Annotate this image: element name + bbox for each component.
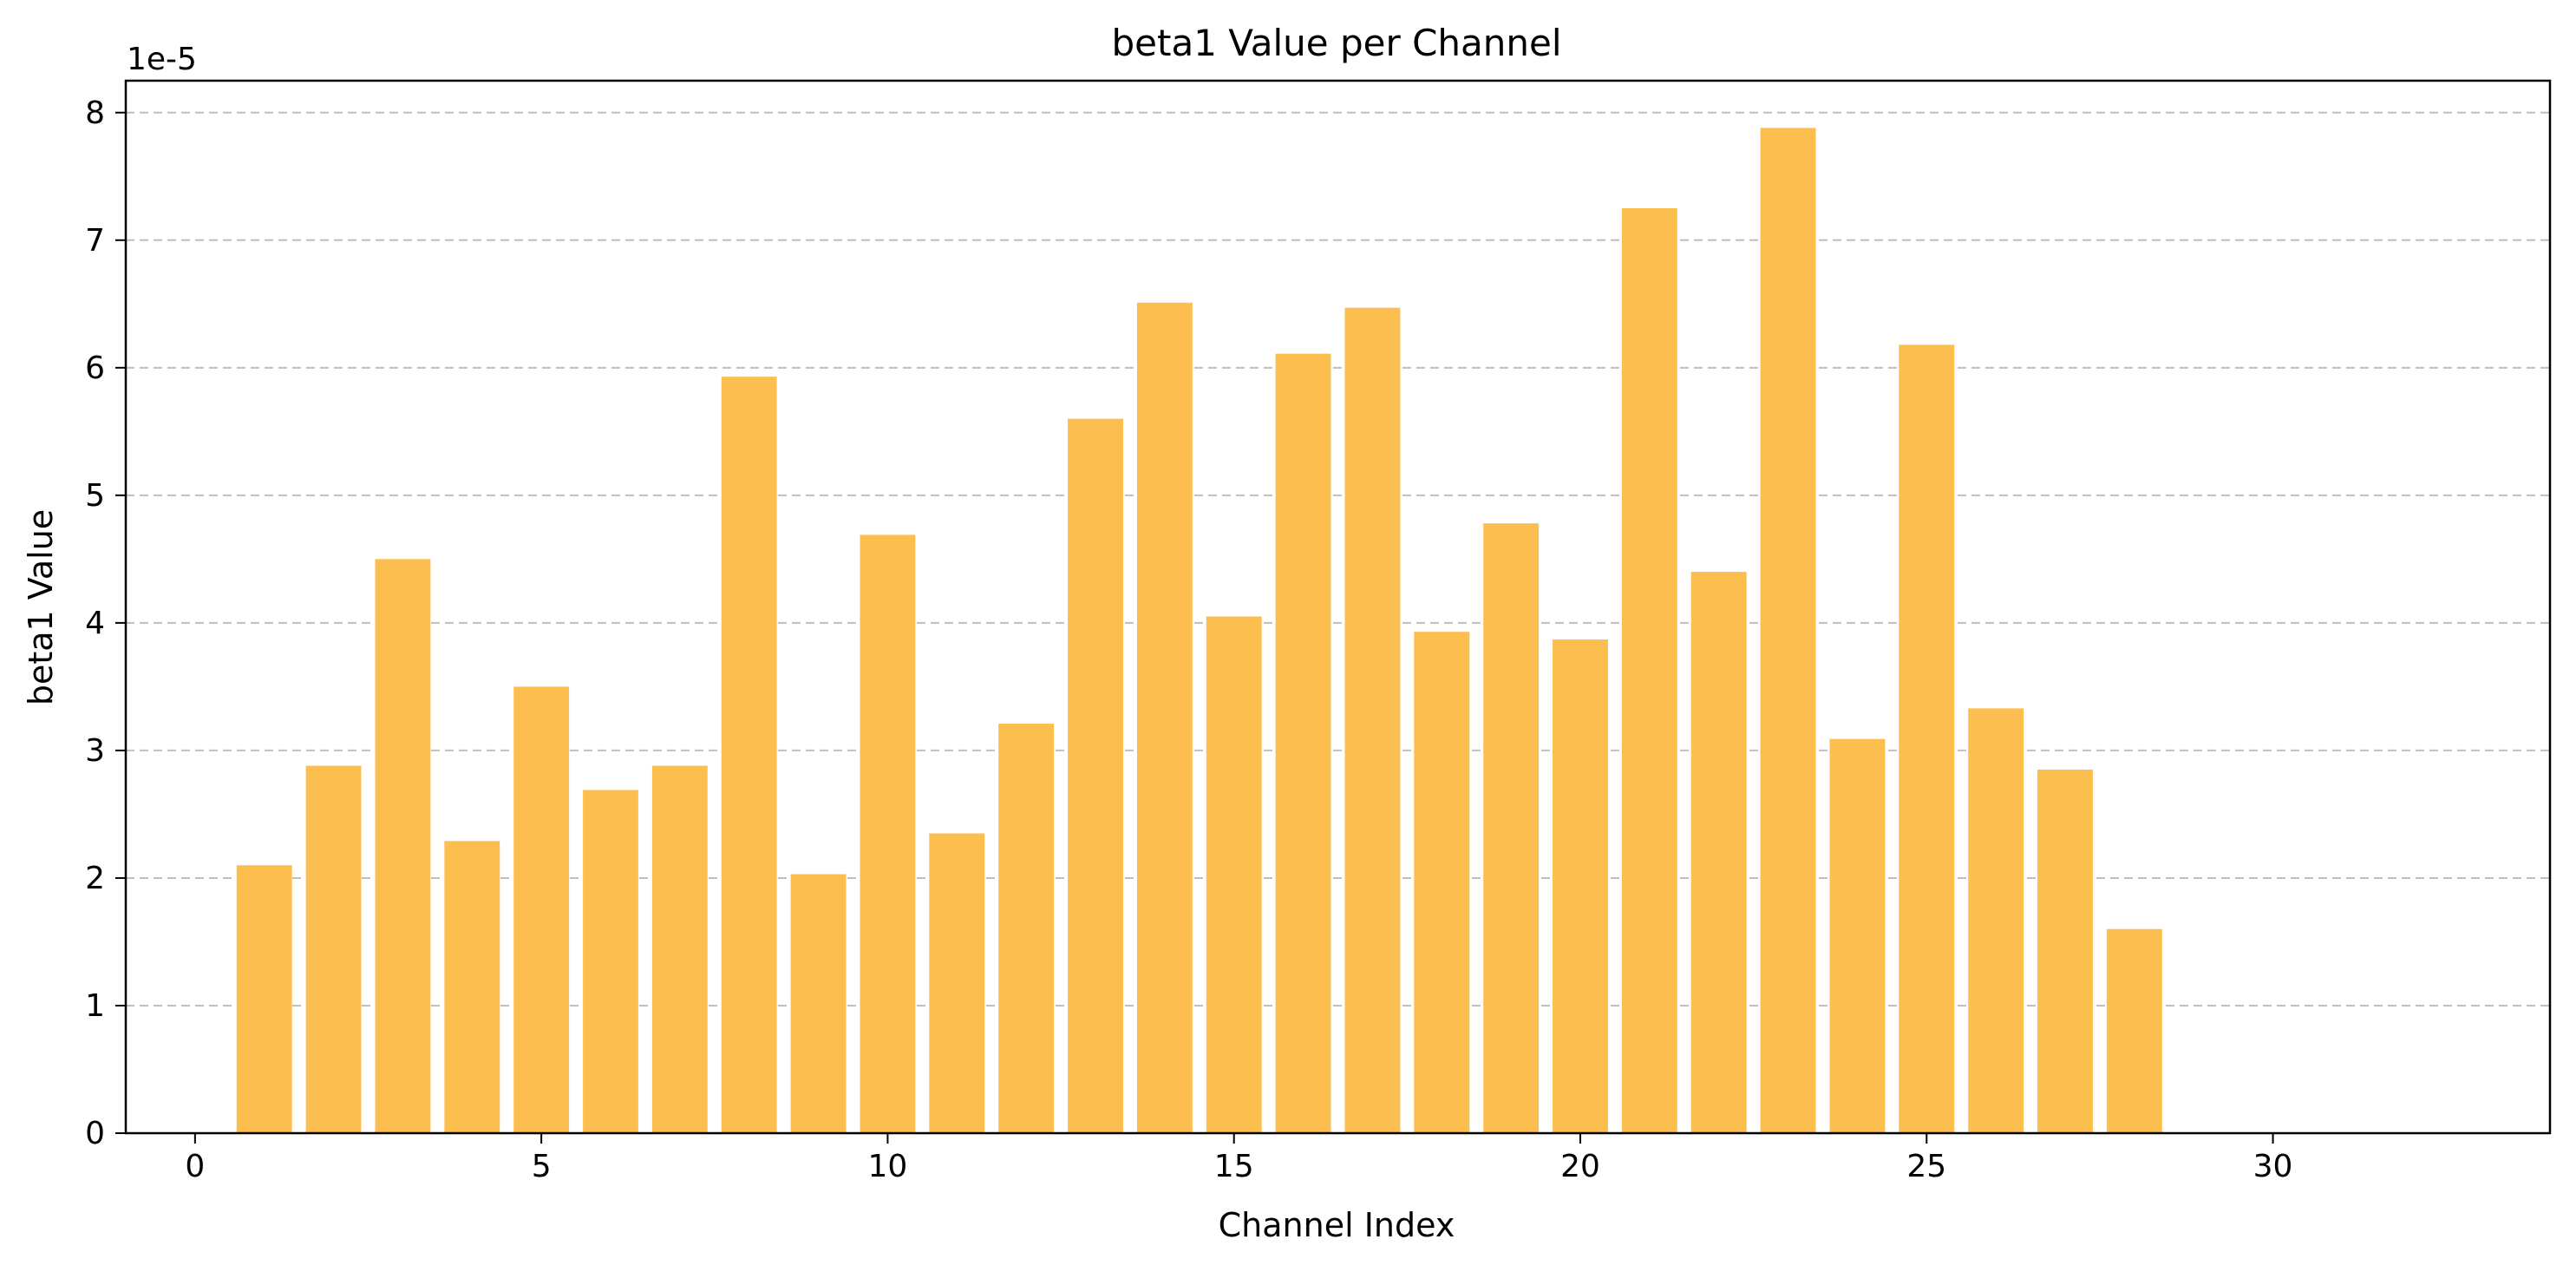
bars	[236, 128, 2162, 1134]
bar	[1206, 616, 1262, 1133]
axis-ticks: 0 5 10 15 20 25 30 0 1 2 3 4 5 6 7 8	[85, 95, 2292, 1184]
bar	[1621, 208, 1677, 1134]
x-tick-label: 5	[532, 1149, 552, 1184]
bar	[1344, 307, 1401, 1133]
bar	[305, 765, 362, 1133]
bar	[721, 377, 777, 1133]
y-tick-label: 2	[85, 861, 105, 896]
bar	[1760, 128, 1816, 1133]
y-offset-label: 1e-5	[127, 42, 197, 77]
bar	[651, 765, 708, 1133]
bar	[1275, 353, 1331, 1133]
x-tick-label: 30	[2253, 1149, 2293, 1184]
y-tick-label: 6	[85, 351, 105, 386]
bar	[929, 833, 985, 1133]
bar	[1068, 418, 1123, 1133]
bar	[1690, 572, 1747, 1133]
x-tick-label: 25	[1906, 1149, 1946, 1184]
bar	[1829, 738, 1886, 1133]
bar	[1483, 523, 1540, 1133]
bar	[2037, 769, 2093, 1133]
chart-title: beta1 Value per Channel	[1111, 22, 1561, 64]
y-tick-label: 3	[85, 733, 105, 769]
bar	[444, 841, 500, 1133]
y-axis-label: beta1 Value	[22, 509, 60, 705]
x-tick-label: 15	[1214, 1149, 1254, 1184]
bar	[2106, 928, 2162, 1133]
bar	[1414, 632, 1470, 1133]
x-tick-label: 10	[868, 1149, 908, 1184]
bar	[1136, 302, 1193, 1133]
y-tick-label: 8	[85, 95, 105, 131]
x-tick-label: 0	[185, 1149, 205, 1184]
bar	[790, 874, 847, 1133]
y-tick-label: 4	[85, 606, 105, 641]
bar	[375, 559, 431, 1133]
bar	[998, 724, 1055, 1133]
bar	[1968, 708, 2024, 1133]
bar	[1553, 639, 1608, 1133]
y-tick-label: 1	[85, 988, 105, 1024]
axes-frame	[124, 79, 2552, 1135]
bar	[860, 534, 916, 1133]
bar	[583, 790, 638, 1133]
y-tick-label: 0	[85, 1116, 105, 1151]
bar	[236, 865, 292, 1133]
bar	[1899, 344, 1955, 1133]
x-tick-label: 20	[1560, 1149, 1600, 1184]
x-axis-label: Channel Index	[1219, 1206, 1455, 1244]
bar	[513, 686, 570, 1133]
y-tick-label: 7	[85, 223, 105, 259]
y-tick-label: 5	[85, 478, 105, 514]
